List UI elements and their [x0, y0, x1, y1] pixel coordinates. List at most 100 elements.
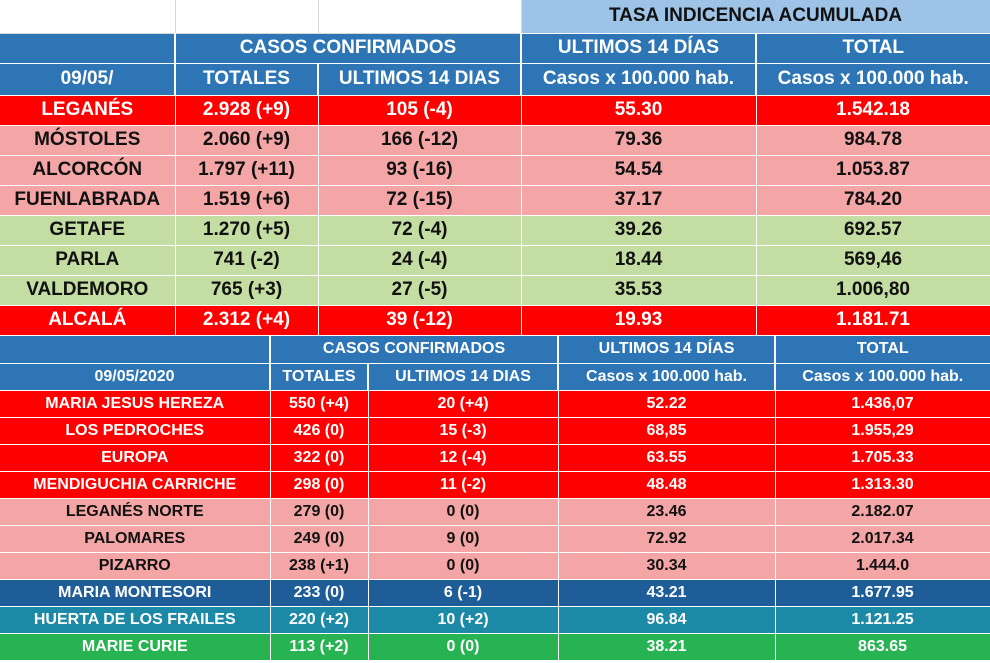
blank-header-cell: [0, 335, 271, 364]
health-center-name: MARIA JESUS HEREZA: [0, 390, 271, 418]
table-row: EUROPA 322 (0) 12 (-4) 63.55 1.705.33: [0, 444, 990, 472]
rate-14-value: 48.48: [558, 471, 776, 499]
table-row: MARIA JESUS HEREZA 550 (+4) 20 (+4) 52.2…: [0, 390, 990, 418]
rate-total-value: 1.006,80: [756, 275, 990, 306]
ultimos-14-value: 9 (0): [368, 525, 559, 553]
ultimos-14-value: 39 (-12): [318, 305, 522, 336]
municipality-name: FUENLABRADA: [0, 185, 176, 216]
municipality-name: PARLA: [0, 245, 176, 276]
group-header-row: CASOS CONFIRMADOS ULTIMOS 14 DÍAS TOTAL: [0, 33, 990, 64]
municipality-name: ALCORCÓN: [0, 155, 176, 186]
totales-value: 1.270 (+5): [175, 215, 319, 246]
table-row: MARIE CURIE 113 (+2) 0 (0) 38.21 863.65: [0, 633, 990, 661]
blank-cell: [0, 0, 176, 34]
table-row: LOS PEDROCHES 426 (0) 15 (-3) 68,85 1.95…: [0, 417, 990, 445]
ultimos-14-value: 72 (-4): [318, 215, 522, 246]
health-center-name: LOS PEDROCHES: [0, 417, 271, 445]
health-center-name: MARIE CURIE: [0, 633, 271, 661]
total-header: TOTAL: [774, 335, 990, 364]
table-row: MÓSTOLES 2.060 (+9) 166 (-12) 79.36 984.…: [0, 125, 990, 156]
health-centers-table: CASOS CONFIRMADOS ULTIMOS 14 DÍAS TOTAL …: [0, 335, 990, 661]
ultimos-14-value: 24 (-4): [318, 245, 522, 276]
totales-value: 298 (0): [270, 471, 369, 499]
ultimos-14-value: 27 (-5): [318, 275, 522, 306]
rate-total-value: 2.182.07: [775, 498, 990, 526]
rate-14-value: 68,85: [558, 417, 776, 445]
municipality-name: GETAFE: [0, 215, 176, 246]
municipality-name: VALDEMORO: [0, 275, 176, 306]
totales-value: 426 (0): [270, 417, 369, 445]
rate-total-value: 569,46: [756, 245, 990, 276]
health-center-name: MARIA MONTESORI: [0, 579, 271, 607]
totales-value: 113 (+2): [270, 633, 369, 661]
rate-total-value: 1.436,07: [775, 390, 990, 418]
rate-total-value: 1.444.0: [775, 552, 990, 580]
blank-header-cell: [0, 33, 176, 64]
ultimos-14-value: 10 (+2): [368, 606, 559, 634]
rate-14-value: 37.17: [521, 185, 757, 216]
totales-value: 1.519 (+6): [175, 185, 319, 216]
totales-value: 2.312 (+4): [175, 305, 319, 336]
rate-14-value: 35.53: [521, 275, 757, 306]
table-row: HUERTA DE LOS FRAILES 220 (+2) 10 (+2) 9…: [0, 606, 990, 634]
ultimos-14-value: 11 (-2): [368, 471, 559, 499]
rate-total-value: 984.78: [756, 125, 990, 156]
municipalities-table: TASA INDICENCIA ACUMULADA CASOS CONFIRMA…: [0, 0, 990, 336]
health-center-name: PIZARRO: [0, 552, 271, 580]
rate-total-header: Casos x 100.000 hab.: [774, 363, 990, 391]
rate-14-value: 38.21: [558, 633, 776, 661]
totales-value: 249 (0): [270, 525, 369, 553]
rate-14-value: 43.21: [558, 579, 776, 607]
rate-14-value: 19.93: [521, 305, 757, 336]
ultimos-14-value: 72 (-15): [318, 185, 522, 216]
municipality-name: LEGANÉS: [0, 95, 176, 126]
ultimos-14-header: ULTIMOS 14 DIAS: [366, 363, 559, 391]
totales-value: 1.797 (+11): [175, 155, 319, 186]
rate-total-value: 1.053.87: [756, 155, 990, 186]
rate-14-header: Casos x 100.000 hab.: [557, 363, 776, 391]
table-row: FUENLABRADA 1.519 (+6) 72 (-15) 37.17 78…: [0, 185, 990, 216]
table-row: LEGANÉS 2.928 (+9) 105 (-4) 55.30 1.542.…: [0, 95, 990, 126]
totales-value: 741 (-2): [175, 245, 319, 276]
rate-14-value: 23.46: [558, 498, 776, 526]
table-row: MENDIGUCHIA CARRICHE 298 (0) 11 (-2) 48.…: [0, 471, 990, 499]
rate-total-value: 1.181.71: [756, 305, 990, 336]
table-row: VALDEMORO 765 (+3) 27 (-5) 35.53 1.006,8…: [0, 275, 990, 306]
totales-value: 322 (0): [270, 444, 369, 472]
ultimos-14-value: 0 (0): [368, 498, 559, 526]
ultimos-14-value: 105 (-4): [318, 95, 522, 126]
table-row: GETAFE 1.270 (+5) 72 (-4) 39.26 692.57: [0, 215, 990, 246]
totales-header: TOTALES: [174, 63, 319, 96]
health-center-name: MENDIGUCHIA CARRICHE: [0, 471, 271, 499]
rate-14-value: 79.36: [521, 125, 757, 156]
health-center-name: PALOMARES: [0, 525, 271, 553]
ultimos-14-dias-header: ULTIMOS 14 DÍAS: [520, 33, 757, 64]
rate-14-value: 63.55: [558, 444, 776, 472]
rate-14-value: 55.30: [521, 95, 757, 126]
ultimos-14-value: 166 (-12): [318, 125, 522, 156]
tasa-indicencia-header: TASA INDICENCIA ACUMULADA: [521, 0, 990, 34]
ultimos-14-value: 0 (0): [368, 552, 559, 580]
blank-cell: [175, 0, 319, 34]
rate-14-value: 18.44: [521, 245, 757, 276]
table-row: LEGANÉS NORTE 279 (0) 0 (0) 23.46 2.182.…: [0, 498, 990, 526]
rate-14-value: 30.34: [558, 552, 776, 580]
ultimos-14-dias-header: ULTIMOS 14 DÍAS: [557, 335, 776, 364]
column-header-row: 09/05/ TOTALES ULTIMOS 14 DIAS Casos x 1…: [0, 63, 990, 96]
rate-total-value: 1.955,29: [775, 417, 990, 445]
rate-14-value: 72.92: [558, 525, 776, 553]
ultimos-14-value: 15 (-3): [368, 417, 559, 445]
rate-total-value: 1.705.33: [775, 444, 990, 472]
table-row: PIZARRO 238 (+1) 0 (0) 30.34 1.444.0: [0, 552, 990, 580]
rate-14-header: Casos x 100.000 hab.: [520, 63, 757, 96]
group-header-row: CASOS CONFIRMADOS ULTIMOS 14 DÍAS TOTAL: [0, 335, 990, 364]
totales-value: 279 (0): [270, 498, 369, 526]
totales-value: 238 (+1): [270, 552, 369, 580]
rate-14-value: 39.26: [521, 215, 757, 246]
ultimos-14-header: ULTIMOS 14 DIAS: [317, 63, 522, 96]
column-header-row: 09/05/2020 TOTALES ULTIMOS 14 DIAS Casos…: [0, 363, 990, 391]
blank-cell: [318, 0, 522, 34]
tasa-header-row: TASA INDICENCIA ACUMULADA: [0, 0, 990, 34]
table-row: ALCALÁ 2.312 (+4) 39 (-12) 19.93 1.181.7…: [0, 305, 990, 336]
total-header: TOTAL: [754, 33, 990, 64]
